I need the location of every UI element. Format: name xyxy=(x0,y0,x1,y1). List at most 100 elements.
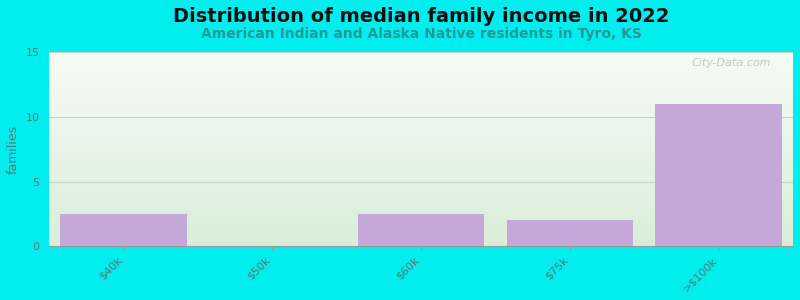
Bar xyxy=(50,216,793,217)
Bar xyxy=(50,223,793,224)
Bar xyxy=(50,125,793,126)
Bar xyxy=(50,175,793,176)
Bar xyxy=(50,92,793,93)
Bar xyxy=(358,214,484,246)
Bar xyxy=(50,102,793,103)
Bar xyxy=(50,66,793,67)
Bar xyxy=(50,233,793,234)
Bar xyxy=(50,116,793,117)
Bar xyxy=(50,130,793,131)
Bar xyxy=(50,64,793,65)
Bar xyxy=(50,231,793,232)
Bar xyxy=(50,139,793,140)
Bar xyxy=(50,226,793,227)
Bar xyxy=(50,207,793,208)
Bar xyxy=(50,237,793,238)
Bar xyxy=(50,73,793,74)
Bar xyxy=(50,60,793,61)
Bar xyxy=(50,131,793,132)
Bar xyxy=(50,94,793,95)
Bar xyxy=(506,220,633,246)
Bar xyxy=(50,234,793,235)
Bar xyxy=(50,191,793,192)
Bar xyxy=(50,79,793,80)
Bar xyxy=(50,163,793,164)
Bar xyxy=(50,55,793,56)
Bar xyxy=(50,181,793,182)
Bar xyxy=(50,133,793,134)
Bar xyxy=(50,201,793,202)
Bar xyxy=(50,243,793,244)
Bar xyxy=(50,113,793,114)
Bar xyxy=(50,83,793,84)
Bar xyxy=(50,178,793,179)
Bar xyxy=(50,213,793,214)
Bar xyxy=(50,196,793,197)
Bar xyxy=(50,74,793,75)
Bar xyxy=(50,138,793,139)
Bar xyxy=(50,227,793,228)
Bar xyxy=(50,182,793,183)
Bar xyxy=(50,184,793,185)
Bar xyxy=(50,110,793,111)
Bar xyxy=(50,57,793,58)
Bar xyxy=(50,88,793,89)
Bar xyxy=(50,161,793,162)
Bar xyxy=(50,144,793,145)
Bar xyxy=(50,210,793,211)
Bar xyxy=(50,86,793,87)
Bar xyxy=(50,166,793,167)
Bar xyxy=(50,141,793,142)
Bar xyxy=(50,82,793,83)
Bar xyxy=(50,118,793,119)
Bar xyxy=(50,90,793,91)
Bar xyxy=(50,115,793,116)
Bar xyxy=(50,137,793,138)
Bar xyxy=(50,67,793,68)
Bar xyxy=(50,106,793,107)
Bar xyxy=(50,197,793,198)
Bar xyxy=(50,128,793,129)
Bar xyxy=(50,132,793,133)
Bar xyxy=(50,119,793,120)
Bar xyxy=(50,195,793,196)
Bar xyxy=(50,112,793,113)
Bar xyxy=(50,103,793,104)
Bar xyxy=(50,143,793,144)
Bar xyxy=(50,147,793,148)
Bar xyxy=(50,211,793,212)
Bar xyxy=(50,117,793,118)
Bar xyxy=(50,52,793,53)
Bar xyxy=(50,107,793,108)
Bar xyxy=(50,59,793,60)
Bar xyxy=(50,232,793,233)
Bar xyxy=(60,214,187,246)
Bar xyxy=(50,69,793,70)
Bar xyxy=(50,62,793,63)
Bar xyxy=(50,177,793,178)
Bar xyxy=(50,75,793,76)
Bar xyxy=(50,238,793,239)
Bar xyxy=(50,244,793,245)
Bar xyxy=(655,104,782,246)
Bar xyxy=(50,91,793,92)
Bar xyxy=(50,76,793,77)
Bar xyxy=(50,209,793,210)
Bar xyxy=(50,212,793,213)
Bar xyxy=(50,108,793,109)
Bar xyxy=(50,158,793,159)
Text: City-Data.com: City-Data.com xyxy=(691,58,770,68)
Bar xyxy=(50,199,793,200)
Bar xyxy=(50,222,793,223)
Bar xyxy=(50,93,793,94)
Bar xyxy=(50,85,793,86)
Bar xyxy=(50,173,793,174)
Bar xyxy=(50,81,793,82)
Bar xyxy=(50,96,793,97)
Bar xyxy=(50,157,793,158)
Bar xyxy=(50,126,793,127)
Bar xyxy=(50,187,793,188)
Bar xyxy=(50,151,793,152)
Bar xyxy=(50,122,793,123)
Bar xyxy=(50,174,793,175)
